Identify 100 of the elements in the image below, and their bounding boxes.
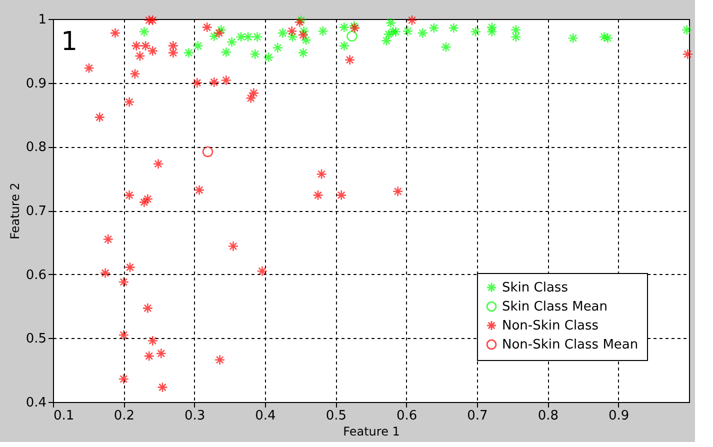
y-tick-label: 0.5: [26, 332, 46, 347]
point: [272, 42, 284, 54]
point: [448, 22, 460, 34]
y-tick-label: 0.6: [26, 268, 46, 283]
point: [245, 92, 256, 104]
point: [228, 240, 239, 252]
point: [130, 40, 142, 52]
point: [138, 26, 150, 38]
point: [277, 28, 288, 38]
x-tick-label: 0.4: [255, 408, 276, 424]
point: [298, 30, 309, 40]
point: [598, 31, 610, 42]
point: [346, 30, 358, 42]
point: [208, 76, 220, 88]
point: [428, 22, 440, 34]
point: [392, 186, 404, 197]
point: [220, 74, 232, 86]
point: [248, 88, 260, 98]
point: [316, 168, 327, 180]
point: [202, 146, 214, 158]
point: [183, 47, 194, 58]
x-tick-label: 0.2: [114, 408, 135, 424]
point: [250, 48, 260, 60]
point: [510, 31, 522, 42]
point: [100, 268, 111, 278]
y-tick-label: 0.4: [26, 396, 46, 410]
point: [94, 112, 106, 123]
y-tick-label: 0.9: [26, 76, 46, 92]
x-tick-label: 0.3: [184, 408, 206, 424]
point: [110, 28, 121, 38]
point: [147, 335, 158, 346]
point: [300, 34, 312, 46]
point: [318, 26, 328, 37]
x-tick-label: 0.8: [538, 408, 559, 424]
y-tick-label: 1: [38, 12, 46, 28]
x-tick-label: 0.7: [467, 408, 488, 424]
point: [134, 50, 146, 62]
point: [298, 47, 309, 58]
point: [406, 14, 418, 26]
point: [510, 24, 522, 36]
legend-label: Skin Class: [502, 280, 568, 296]
x-tick-label: 0.5: [326, 408, 347, 424]
point: [440, 42, 452, 52]
x-tick-label: 0.6: [396, 408, 418, 424]
legend-label: Non-Skin Class: [502, 318, 599, 334]
point: [602, 32, 614, 44]
point: [385, 17, 396, 28]
x-tick-label: 0.9: [608, 408, 630, 424]
x-tick-label: 0.1: [54, 408, 74, 424]
point: [298, 26, 310, 37]
y-axis-title: Feature 2: [8, 182, 22, 240]
point: [118, 374, 130, 384]
point: [344, 54, 356, 66]
point: [124, 190, 135, 201]
point: [220, 46, 232, 58]
point: [142, 302, 154, 314]
point: [682, 48, 693, 60]
point: [168, 47, 179, 58]
point: [102, 234, 114, 245]
point: [252, 31, 263, 42]
point: [124, 96, 135, 108]
point: [214, 354, 226, 366]
point: [140, 40, 151, 52]
point: [194, 184, 205, 196]
point: [144, 14, 154, 26]
y-tick-label: 0.8: [26, 140, 46, 156]
point: [486, 26, 498, 38]
point: [192, 77, 203, 88]
point: [192, 40, 204, 52]
point: [256, 266, 268, 277]
point: [157, 382, 168, 393]
point: [138, 196, 150, 208]
point: [470, 26, 481, 38]
point: [263, 52, 274, 63]
point: [336, 190, 347, 201]
point: [168, 40, 179, 52]
point: [287, 31, 298, 42]
y-tick-label: 0.7: [26, 204, 46, 219]
legend-label: Skin Class Mean: [502, 300, 608, 314]
point: [312, 190, 324, 201]
point: [142, 194, 154, 204]
x-axis-title: Feature 1: [343, 424, 400, 438]
point: [147, 14, 158, 26]
point: [242, 31, 254, 42]
point: [118, 330, 130, 340]
point: [84, 62, 94, 74]
point: [681, 24, 692, 36]
point: [130, 68, 140, 80]
point: [202, 22, 212, 33]
point: [402, 26, 414, 37]
point: [286, 26, 298, 37]
point: [118, 276, 130, 288]
point: [486, 22, 498, 33]
annotation: 1: [61, 27, 78, 57]
point: [124, 262, 136, 273]
legend-label: Non-Skin Class Mean: [502, 338, 638, 352]
point: [417, 28, 428, 38]
point: [144, 350, 154, 362]
point: [338, 40, 350, 52]
point: [214, 28, 224, 38]
